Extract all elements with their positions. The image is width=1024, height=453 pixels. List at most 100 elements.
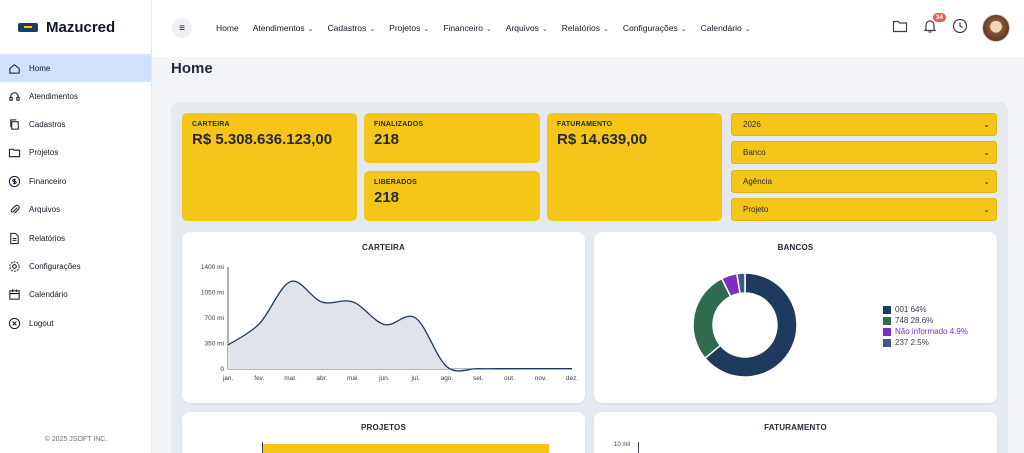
legend-swatch [883,316,891,325]
x-tick-label: jan. [222,375,234,382]
top-icons: 34 [892,12,1010,42]
copy-icon [8,118,21,131]
top-menu-item[interactable]: Calendário ⌄ [701,23,751,33]
dollar-icon [8,175,21,188]
chevron-down-icon: ⌄ [983,148,990,157]
y-tick-label: 350 mi [204,341,224,348]
donut-slice[interactable] [703,272,798,378]
top-menu-label: Projetos [389,23,421,33]
top-menu-item[interactable]: Atendimentos ⌄ [253,23,314,33]
top-menu-label: Cadastros [327,23,367,33]
legend-label: 237 2.5% [895,337,929,348]
liberados-card: LIBERADOS 218 [364,171,540,221]
home-icon [8,62,21,75]
notifications-button[interactable]: 34 [922,12,946,39]
projetos-bar [263,444,549,453]
finalizados-value: 218 [374,131,400,148]
faturamento-chart-panel: FATURAMENTO 10 mil [594,412,997,453]
x-tick-label: jun. [378,375,390,382]
x-tick-label: abr. [316,375,327,382]
top-menu-item[interactable]: Financeiro ⌄ [443,23,492,33]
faturamento-chart-title: FATURAMENTO [764,423,827,432]
notification-badge: 34 [932,12,946,22]
legend-item[interactable]: 001 64% [883,304,968,315]
legend-label: 001 64% [895,304,927,315]
x-tick-label: out. [504,375,515,382]
agencia-select[interactable]: Agência ⌄ [731,170,997,193]
projetos-chart-title: PROJETOS [360,423,407,432]
copyright: © 2025 JSOFT INC. [44,436,108,443]
document-icon [8,232,21,245]
sidebar-item-projetos[interactable]: Projetos [0,139,151,167]
legend-swatch [883,327,891,336]
legend-item[interactable]: 748 28.6% [883,315,968,326]
chevron-down-icon: ⌄ [680,26,687,33]
chevron-down-icon: ⌄ [983,177,990,186]
sidebar-item-atendimentos[interactable]: Atendimentos [0,82,151,110]
year-select[interactable]: 2026 ⌄ [731,113,997,136]
avatar[interactable] [982,14,1010,42]
sidebar-item-configuracoes[interactable]: Configurações [0,252,151,280]
menu-toggle-button[interactable]: ≡ [172,18,192,38]
folder-icon[interactable] [892,18,908,39]
legend-swatch [883,305,891,314]
top-menu-item[interactable]: Configurações ⌄ [623,23,687,33]
sidebar-item-arquivos[interactable]: Arquivos [0,196,151,224]
bell-icon [923,19,937,33]
sidebar-item-label: Home [29,63,51,73]
sidebar-item-label: Calendário [29,290,68,300]
banco-select[interactable]: Banco ⌄ [731,141,997,164]
paperclip-icon [8,203,21,216]
legend-name: 001 [895,305,909,314]
chevron-down-icon: ⌄ [603,26,609,33]
year-select-value: 2026 [743,120,761,129]
sidebar-item-logout[interactable]: Logout [0,309,151,337]
carteira-chart-panel: CARTEIRA 0 350 mi 700 mi 1050 mi 1400 mi jan.… [182,232,585,403]
brand[interactable]: Mazucred [0,0,151,54]
headset-icon [8,90,21,103]
gear-icon [8,260,21,273]
projeto-select-value: Projeto [743,205,769,214]
banco-select-value: Banco [743,148,766,157]
sidebar-item-calendario[interactable]: Calendário [0,281,151,309]
chevron-down-icon: ⌄ [369,26,376,33]
projetos-axis [262,442,263,453]
carteira-chart-title: CARTEIRA [362,243,405,252]
page-title: Home [171,60,213,77]
donut-slice[interactable] [692,277,732,360]
top-menu-label: Arquivos [505,23,539,33]
sidebar-item-cadastros[interactable]: Cadastros [0,110,151,138]
topbar: ≡ Home Atendimentos ⌄ Cadastros ⌄ Projetos ⌄ Fi… [152,0,1024,57]
chevron-down-icon: ⌄ [541,26,548,33]
sidebar: Mazucred Home Atendimentos Cadastros Projet… [0,0,152,453]
sidebar-item-financeiro[interactable]: Financeiro [0,167,151,195]
clock-icon[interactable] [952,18,968,39]
x-tick-label: mar. [284,375,297,382]
chevron-down-icon: ⌄ [983,120,990,129]
x-tick-label: jul. [410,375,420,382]
faturamento-label: FATURAMENTO [557,121,613,128]
liberados-value: 218 [374,189,400,206]
legend-item[interactable]: Não informado 4.9% [883,326,968,337]
top-menu: Home Atendimentos ⌄ Cadastros ⌄ Projetos ⌄ Fina… [216,23,751,33]
sidebar-item-home[interactable]: Home [0,54,151,82]
projeto-select[interactable]: Projeto ⌄ [731,198,997,221]
carteira-area-chart: 0 350 mi 700 mi 1050 mi 1400 mi jan. fev. mar. a… [201,264,578,382]
sidebar-item-relatorios[interactable]: Relatórios [0,224,151,252]
chevron-down-icon: ⌄ [307,26,314,33]
top-menu-item[interactable]: Home [216,23,239,33]
top-menu-item[interactable]: Arquivos ⌄ [506,23,548,33]
logout-icon [8,317,21,330]
projetos-chart-panel: PROJETOS [182,412,585,453]
y-tick-label: 1400 mi [201,264,224,271]
calendar-icon [8,288,21,301]
faturamento-tick-label: 10 mil [614,442,631,448]
top-menu-item[interactable]: Cadastros ⌄ [328,23,376,33]
donut-slice[interactable] [736,272,746,295]
top-menu-item[interactable]: Relatórios ⌄ [562,23,609,33]
legend-name: Não informado [895,327,948,336]
x-tick-label: ago. [441,375,454,382]
legend-item[interactable]: 237 2.5% [883,337,968,348]
sidebar-item-label: Arquivos [29,205,61,215]
top-menu-item[interactable]: Projetos ⌄ [389,23,429,33]
